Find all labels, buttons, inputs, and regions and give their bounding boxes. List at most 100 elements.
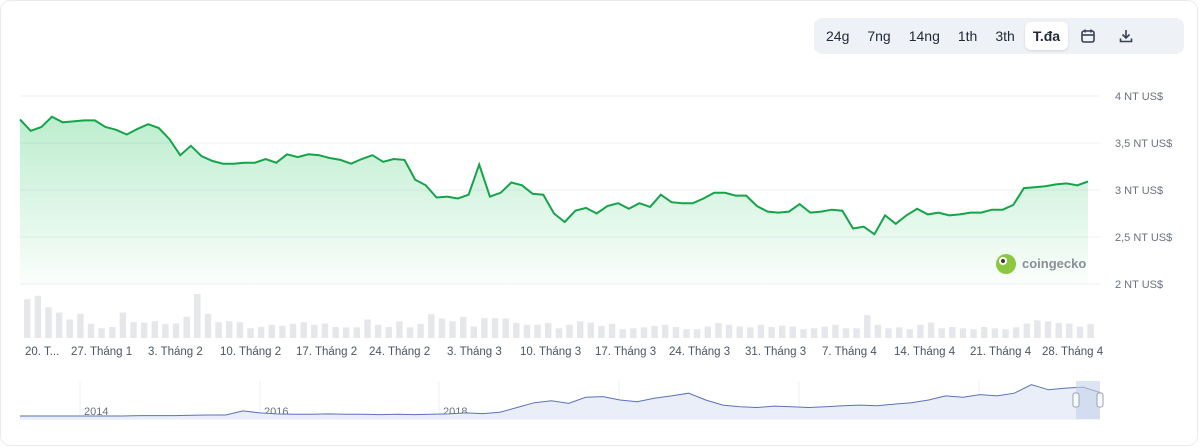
volume-bar [704,326,711,338]
volume-bar [981,327,988,338]
volume-bar [470,326,477,338]
volume-bar [513,323,520,338]
volume-bar [289,323,297,338]
range-1th-button[interactable]: 1th [957,28,978,44]
volume-bar [247,328,254,338]
range-toolbar: 24g 7ng 14ng 1th 3th T.đa [814,18,1184,54]
volume-bar [587,322,594,338]
volume-bar [417,323,424,338]
volume-bar [268,324,275,338]
volume-bar [332,327,339,338]
x-tick-label: 10. Tháng 3 [520,346,581,358]
volume-bar [311,324,318,338]
volume-bar [406,327,414,338]
volume-bar [183,316,190,338]
volume-bar [1055,323,1062,338]
volume-bar [1034,320,1041,338]
volume-bar [789,326,796,338]
x-tick-label: 20. T... [25,346,59,358]
download-icon [1119,30,1133,43]
volume-bar [353,327,360,338]
navigator-area [20,384,1100,419]
x-tick-label: 3. Tháng 2 [148,346,203,358]
volume-bar [736,326,743,338]
volume-bar [672,327,680,338]
volume-bar [821,326,828,338]
volume-bar [949,327,956,338]
range-3th-button[interactable]: 3th [995,28,1015,44]
volume-bar [34,295,41,338]
calendar-button[interactable] [1070,22,1106,50]
y-axis: 4 NT US$ 3,5 NT US$ 3 NT US$ 2,5 NT US$ 2 NT… [1115,91,1172,291]
volume-bar [502,318,509,338]
x-tick-label: 3. Tháng 3 [447,346,502,358]
volume-bar [438,318,446,338]
volume-bar [747,327,754,338]
x-tick-label: 21. Tháng 4 [970,346,1032,358]
volume-bar [853,328,860,338]
volume-bar [55,312,63,338]
price-area [20,116,1088,284]
x-tick-label: 17. Tháng 3 [595,346,656,358]
volume-bar [257,327,265,338]
volume-bar [364,319,371,338]
volume-bar [959,328,967,338]
coingecko-logo-icon [996,254,1016,274]
x-tick-label: 14. Tháng 4 [894,346,956,358]
navigator-handle[interactable] [1096,392,1104,408]
navigator-line [20,384,1101,417]
range-7ng-button[interactable]: 7ng [867,28,891,44]
volume-bar [800,329,807,338]
volume-bar [577,321,584,338]
volume-bar [279,325,286,338]
volume-bar [215,322,222,338]
volume-bar [300,322,307,338]
volume-bar [630,328,637,338]
navigator[interactable]: 201420162018202020222024 [20,381,1104,420]
volume-bar [927,322,935,338]
volume-bar [130,322,137,338]
volume-bar [236,322,244,338]
volume-bar [460,316,467,338]
navigator-handle[interactable] [1072,392,1080,408]
volume-bar [938,328,945,338]
range-max-button[interactable]: T.đa [1024,22,1069,50]
volume-bar [321,323,329,338]
range-14ng-button[interactable]: 14ng [908,28,940,44]
download-button[interactable] [1108,22,1144,50]
volume-bar [906,329,913,338]
volume-bar [24,299,31,338]
y-tick-label: 3 NT US$ [1115,185,1163,197]
volume-bar [481,318,488,338]
x-tick-label: 7. Tháng 4 [822,346,877,358]
watermark-text: coingecko [1022,256,1086,271]
volume-bar [449,321,456,338]
x-tick-label: 24. Tháng 3 [669,346,730,358]
volume-bar [683,329,690,338]
volume-bar [226,321,233,338]
volume-bar [651,326,658,338]
volume-bar [1066,323,1073,338]
volume-bar [162,323,169,338]
x-axis: 20. T... 27. Tháng 1 3. Tháng 2 10. Tháng 2… [25,346,1104,358]
volume-bar [832,324,839,338]
volume-bar [194,294,201,338]
volume-bar [608,323,616,338]
volume-bar [917,324,924,338]
volume-bar [545,323,552,338]
volume-bar [45,307,52,338]
y-tick-label: 2,5 NT US$ [1115,232,1172,244]
range-24g-button[interactable]: 24g [826,28,850,44]
volume-bars [24,294,1094,338]
x-tick-label: 31. Tháng 3 [745,346,806,358]
volume-bar [619,329,626,338]
volume-bar [1023,323,1030,338]
volume-bar [991,328,999,338]
volume-bar [491,318,499,338]
volume-bar [172,323,180,338]
navigator-selection[interactable] [1076,381,1100,419]
volume-bar [1012,327,1020,338]
volume-bar [1076,326,1084,338]
volume-bar [396,321,403,338]
